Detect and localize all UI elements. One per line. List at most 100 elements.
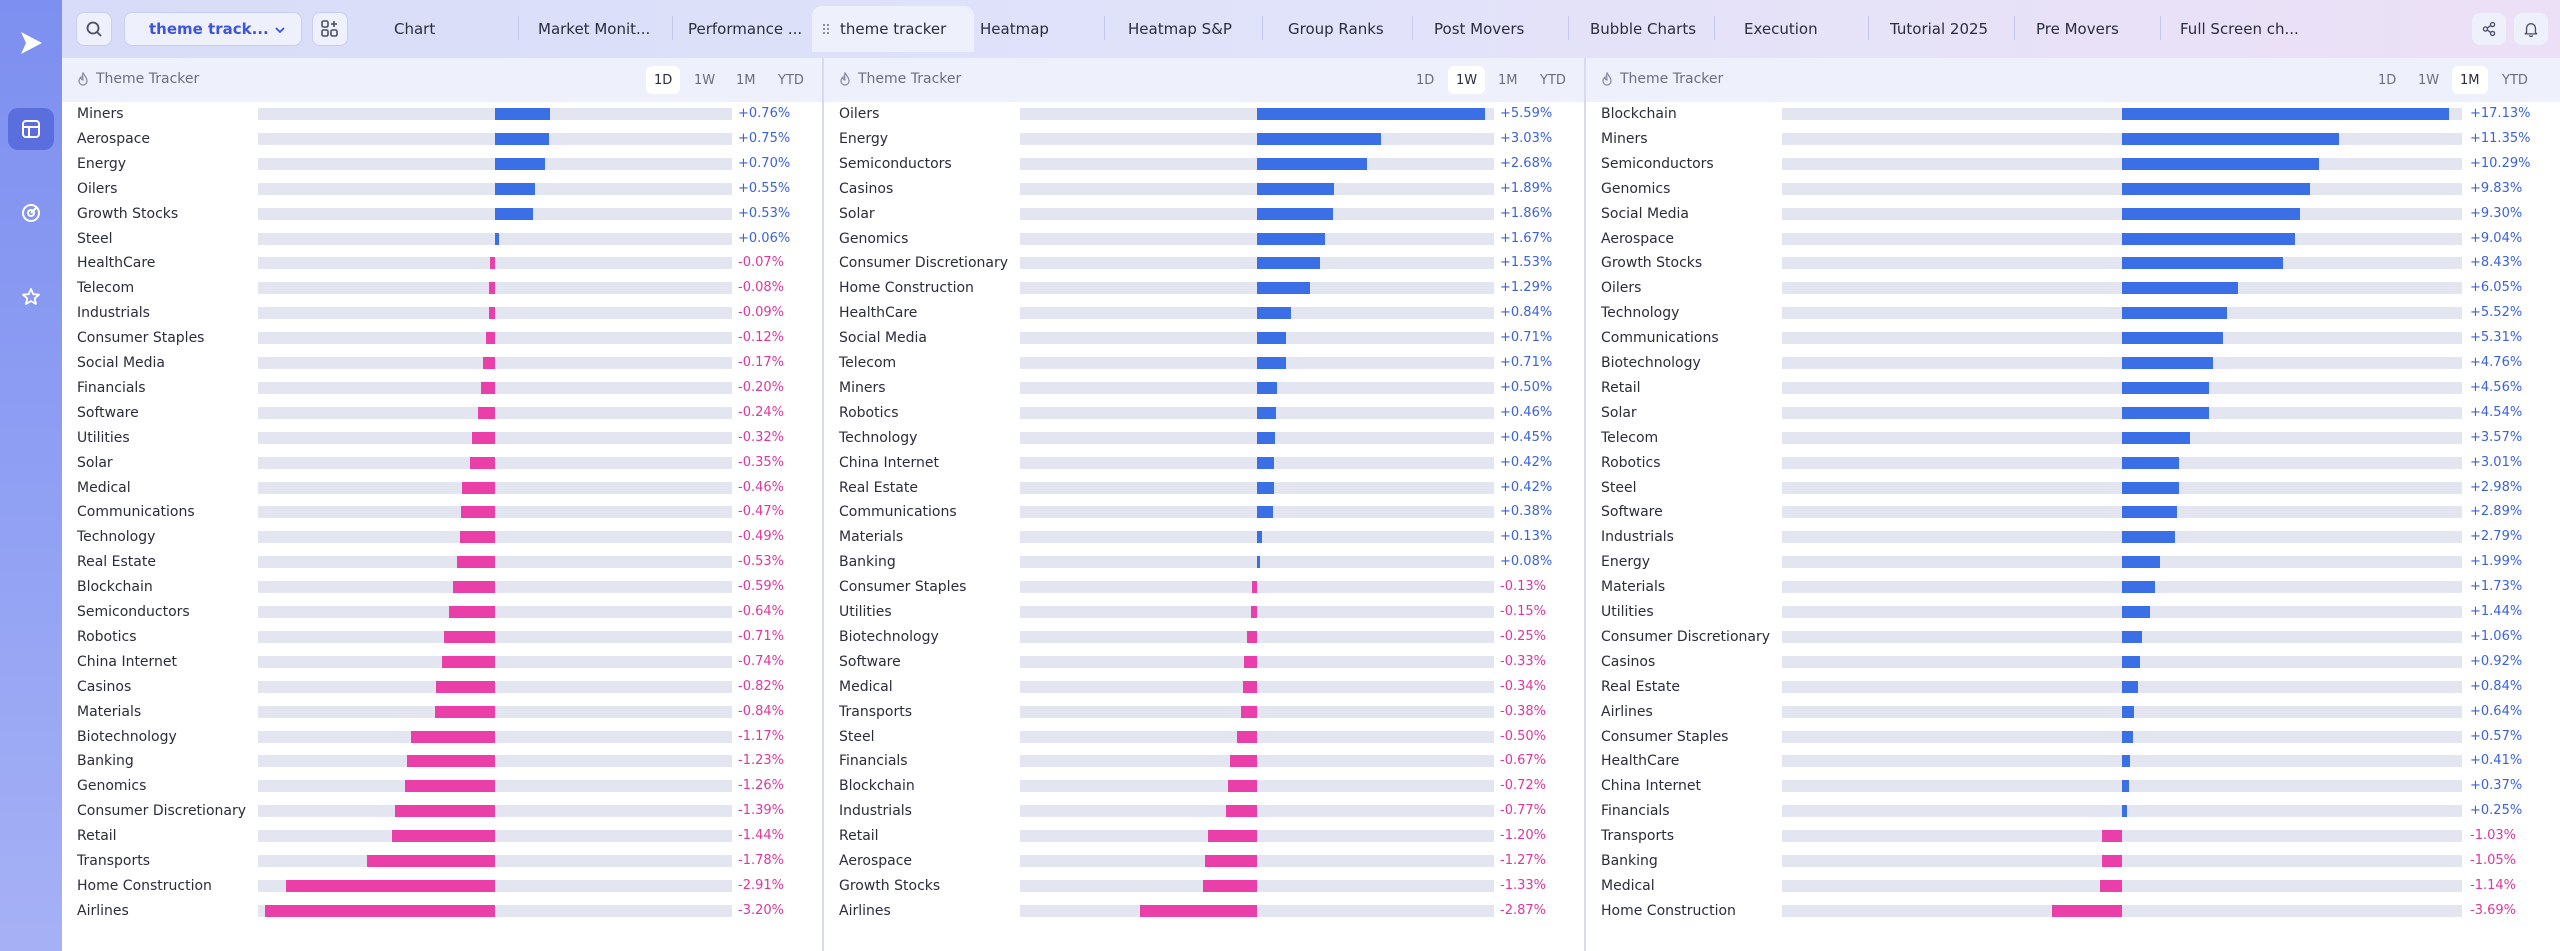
theme-row[interactable]: Home Construction -2.91% — [62, 874, 822, 898]
theme-row[interactable]: Retail +4.56% — [1586, 376, 2560, 400]
theme-row[interactable]: Semiconductors +2.68% — [824, 152, 1584, 176]
period-ytd-button[interactable]: YTD — [2502, 72, 2528, 88]
theme-row[interactable]: Robotics -0.71% — [62, 625, 822, 649]
theme-row[interactable]: Materials +0.13% — [824, 525, 1584, 549]
theme-row[interactable]: Aerospace -1.27% — [824, 849, 1584, 873]
panel-divider[interactable] — [1584, 58, 1586, 951]
theme-row[interactable]: Energy +3.03% — [824, 127, 1584, 151]
theme-row[interactable]: Materials +1.73% — [1586, 575, 2560, 599]
theme-row[interactable]: Retail -1.44% — [62, 824, 822, 848]
theme-row[interactable]: Oilers +5.59% — [824, 102, 1584, 126]
period-1w-button[interactable]: 1W — [2418, 72, 2440, 88]
tab-execution[interactable]: Execution — [1744, 6, 1864, 52]
theme-row[interactable]: Communications +0.38% — [824, 500, 1584, 524]
theme-row[interactable]: Biotechnology -1.17% — [62, 725, 822, 749]
theme-row[interactable]: Communications -0.47% — [62, 500, 822, 524]
period-ytd-button[interactable]: YTD — [1540, 72, 1566, 88]
theme-row[interactable]: Materials -0.84% — [62, 700, 822, 724]
theme-row[interactable]: HealthCare -0.07% — [62, 251, 822, 275]
period-ytd-button[interactable]: YTD — [778, 72, 804, 88]
theme-row[interactable]: Transports -1.03% — [1586, 824, 2560, 848]
theme-row[interactable]: Medical -0.34% — [824, 675, 1584, 699]
tab-market-monit[interactable]: Market Monit... — [538, 6, 668, 52]
theme-row[interactable]: Casinos +0.92% — [1586, 650, 2560, 674]
theme-row[interactable]: Genomics -1.26% — [62, 774, 822, 798]
theme-row[interactable]: Steel +2.98% — [1586, 476, 2560, 500]
theme-row[interactable]: HealthCare +0.41% — [1586, 749, 2560, 773]
sidebar-layouts-icon[interactable] — [8, 108, 54, 150]
tab-group-ranks[interactable]: Group Ranks — [1288, 6, 1408, 52]
tab-heatmap-s-p[interactable]: Heatmap S&P — [1128, 6, 1258, 52]
theme-row[interactable]: Casinos -0.82% — [62, 675, 822, 699]
theme-row[interactable]: Medical -1.14% — [1586, 874, 2560, 898]
layout-select[interactable]: theme track... — [124, 12, 302, 46]
theme-row[interactable]: Growth Stocks +0.53% — [62, 202, 822, 226]
theme-row[interactable]: Retail -1.20% — [824, 824, 1584, 848]
theme-row[interactable]: Consumer Staples +0.57% — [1586, 725, 2560, 749]
period-1d-button[interactable]: 1D — [2378, 72, 2397, 88]
theme-row[interactable]: Banking +0.08% — [824, 550, 1584, 574]
theme-row[interactable]: Airlines -3.20% — [62, 899, 822, 923]
theme-row[interactable]: Banking -1.05% — [1586, 849, 2560, 873]
theme-row[interactable]: Consumer Discretionary +1.53% — [824, 251, 1584, 275]
theme-row[interactable]: Oilers +6.05% — [1586, 276, 2560, 300]
theme-row[interactable]: Utilities -0.15% — [824, 600, 1584, 624]
theme-row[interactable]: HealthCare +0.84% — [824, 301, 1584, 325]
theme-row[interactable]: China Internet +0.37% — [1586, 774, 2560, 798]
period-1m-button[interactable]: 1M — [1498, 72, 1518, 88]
theme-row[interactable]: Transports -1.78% — [62, 849, 822, 873]
theme-row[interactable]: Growth Stocks -1.33% — [824, 874, 1584, 898]
period-1d-button[interactable]: 1D — [1416, 72, 1435, 88]
sidebar-favorites-star-icon[interactable] — [8, 276, 54, 318]
theme-row[interactable]: Airlines -2.87% — [824, 899, 1584, 923]
theme-row[interactable]: Miners +0.76% — [62, 102, 822, 126]
theme-row[interactable]: Industrials -0.77% — [824, 799, 1584, 823]
theme-row[interactable]: Airlines +0.64% — [1586, 700, 2560, 724]
tab-post-movers[interactable]: Post Movers — [1434, 6, 1564, 52]
theme-row[interactable]: Genomics +1.67% — [824, 227, 1584, 251]
theme-row[interactable]: Blockchain +17.13% — [1586, 102, 2560, 126]
sidebar-radar-icon[interactable] — [8, 192, 54, 234]
share-button[interactable] — [2472, 13, 2506, 45]
theme-row[interactable]: Industrials -0.09% — [62, 301, 822, 325]
theme-row[interactable]: Financials -0.20% — [62, 376, 822, 400]
theme-row[interactable]: Solar +4.54% — [1586, 401, 2560, 425]
tab-heatmap[interactable]: Heatmap — [980, 6, 1100, 52]
theme-row[interactable]: Telecom +0.71% — [824, 351, 1584, 375]
theme-row[interactable]: Software -0.24% — [62, 401, 822, 425]
theme-row[interactable]: Miners +11.35% — [1586, 127, 2560, 151]
theme-row[interactable]: Utilities +1.44% — [1586, 600, 2560, 624]
theme-row[interactable]: Oilers +0.55% — [62, 177, 822, 201]
theme-row[interactable]: Miners +0.50% — [824, 376, 1584, 400]
theme-row[interactable]: Financials -0.67% — [824, 749, 1584, 773]
theme-row[interactable]: Utilities -0.32% — [62, 426, 822, 450]
theme-row[interactable]: Consumer Staples -0.13% — [824, 575, 1584, 599]
theme-row[interactable]: Technology +0.45% — [824, 426, 1584, 450]
theme-row[interactable]: Solar +1.86% — [824, 202, 1584, 226]
theme-row[interactable]: Social Media +0.71% — [824, 326, 1584, 350]
theme-row[interactable]: Financials +0.25% — [1586, 799, 2560, 823]
tab-chart[interactable]: Chart — [394, 6, 514, 52]
panel-divider[interactable] — [822, 58, 824, 951]
theme-row[interactable]: Growth Stocks +8.43% — [1586, 251, 2560, 275]
theme-row[interactable]: Real Estate +0.42% — [824, 476, 1584, 500]
theme-row[interactable]: Social Media -0.17% — [62, 351, 822, 375]
theme-row[interactable]: Blockchain -0.72% — [824, 774, 1584, 798]
theme-row[interactable]: Energy +0.70% — [62, 152, 822, 176]
tab-theme-tracker[interactable]: theme tracker — [812, 6, 974, 52]
theme-row[interactable]: Genomics +9.83% — [1586, 177, 2560, 201]
period-1m-button[interactable]: 1M — [2452, 66, 2488, 94]
theme-row[interactable]: Consumer Discretionary +1.06% — [1586, 625, 2560, 649]
theme-row[interactable]: Robotics +3.01% — [1586, 451, 2560, 475]
theme-row[interactable]: Semiconductors -0.64% — [62, 600, 822, 624]
theme-row[interactable]: Telecom -0.08% — [62, 276, 822, 300]
theme-row[interactable]: Home Construction +1.29% — [824, 276, 1584, 300]
theme-row[interactable]: Telecom +3.57% — [1586, 426, 2560, 450]
theme-row[interactable]: Semiconductors +10.29% — [1586, 152, 2560, 176]
theme-row[interactable]: Solar -0.35% — [62, 451, 822, 475]
notifications-button[interactable] — [2514, 13, 2548, 45]
theme-row[interactable]: Steel +0.06% — [62, 227, 822, 251]
tab-pre-movers[interactable]: Pre Movers — [2036, 6, 2156, 52]
search-button[interactable] — [76, 12, 112, 46]
period-1m-button[interactable]: 1M — [736, 72, 756, 88]
